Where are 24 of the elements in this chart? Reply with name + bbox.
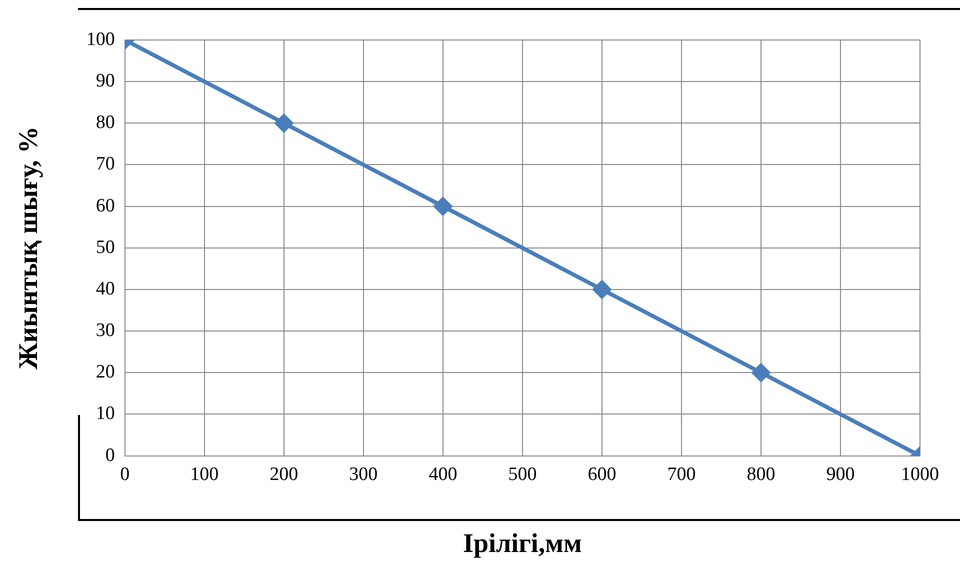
y-tick-label: 30 (96, 320, 115, 342)
x-tick-label: 1000 (901, 464, 939, 486)
x-tick-label: 500 (508, 464, 537, 486)
y-tick-label: 60 (96, 195, 115, 216)
y-tick-label: 50 (96, 236, 115, 258)
x-tick-label: 800 (746, 464, 776, 486)
y-tick-label: 0 (105, 444, 115, 466)
y-tick-label: 90 (96, 70, 115, 92)
y-tick-label: 40 (96, 278, 115, 300)
y-tick-label: 20 (96, 362, 115, 383)
x-tick-label: 900 (826, 464, 855, 486)
x-tick-label: 700 (667, 464, 696, 486)
y-tick-label: 80 (96, 112, 115, 134)
x-tick-label: 0 (120, 464, 130, 486)
y-tick-label: 10 (96, 403, 115, 424)
x-tick-label: 400 (428, 464, 458, 486)
x-tick-label: 600 (588, 464, 616, 486)
y-tick-label: 100 (86, 28, 115, 50)
x-tick-label: 200 (270, 464, 298, 486)
x-axis-title: Ірілігі,мм (462, 528, 582, 558)
y-axis-title: Жиынтық шығу, % (13, 126, 44, 370)
x-tick-label: 100 (190, 464, 219, 486)
x-tick-label: 300 (349, 464, 378, 486)
y-tick-label: 70 (96, 154, 115, 175)
